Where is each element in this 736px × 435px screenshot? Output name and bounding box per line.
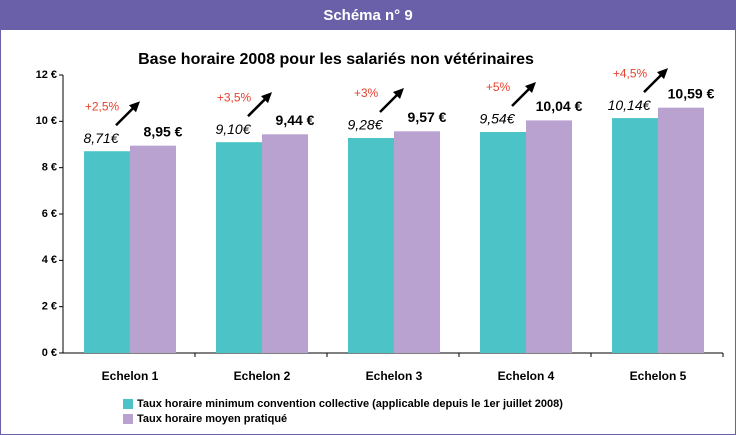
- header-bar: [0, 0, 736, 30]
- arrow-line: [511, 87, 531, 107]
- y-tick-label: 4 €: [42, 254, 57, 266]
- value-label: 9,10€: [215, 121, 251, 137]
- legend-swatch: [123, 399, 133, 409]
- annotation: +4,5%: [613, 66, 648, 80]
- value-label: 9,28€: [347, 117, 383, 133]
- legend-label: Taux horaire moyen pratiqué: [137, 413, 287, 425]
- bar: [480, 131, 526, 353]
- arrow-head: [129, 101, 140, 113]
- arrow-line: [247, 97, 267, 118]
- x-tick-label: Echelon 4: [498, 369, 555, 383]
- arrow-line: [379, 93, 399, 113]
- arrow-head: [261, 92, 272, 104]
- bar: [394, 131, 440, 353]
- x-tick-label: Echelon 2: [234, 369, 291, 383]
- x-tick-label: Echelon 1: [102, 369, 159, 383]
- bar: [348, 138, 394, 353]
- y-tick-label: 12 €: [36, 69, 57, 81]
- arrow-head: [525, 81, 536, 93]
- header: Schéma n° 9: [323, 7, 412, 24]
- arrow-head: [657, 68, 668, 80]
- bar: [658, 107, 704, 353]
- bar: [84, 151, 130, 353]
- arrow-line: [643, 73, 663, 93]
- bar: [130, 145, 176, 353]
- value-label: 9,57 €: [408, 109, 447, 125]
- value-label: 10,59 €: [668, 85, 715, 101]
- bar: [262, 134, 308, 353]
- annotation: +3%: [354, 86, 379, 100]
- arrow-head: [393, 88, 404, 100]
- chart-title: Base horaire 2008 pour les salariés non …: [138, 51, 534, 68]
- annotation: +3,5%: [217, 90, 252, 104]
- legend-swatch: [123, 414, 133, 424]
- annotation: +2,5%: [85, 99, 120, 113]
- y-tick-label: 8 €: [42, 162, 57, 174]
- value-label: 8,71€: [83, 130, 119, 146]
- value-label: 9,44 €: [276, 112, 315, 128]
- y-tick-label: 10 €: [36, 115, 57, 127]
- arrow-line: [115, 106, 135, 127]
- x-tick-label: Echelon 3: [366, 369, 423, 383]
- y-tick-label: 0 €: [42, 347, 57, 359]
- value-label: 10,14€: [608, 97, 652, 113]
- value-label: 8,95 €: [144, 123, 183, 139]
- y-tick-label: 6 €: [42, 208, 57, 220]
- bar: [612, 118, 658, 353]
- bar: [216, 142, 262, 353]
- bar: [526, 120, 572, 353]
- legend-label: Taux horaire minimum convention collecti…: [137, 398, 563, 410]
- x-tick-label: Echelon 5: [630, 369, 687, 383]
- annotation: +5%: [486, 80, 511, 94]
- value-label: 9,54€: [479, 111, 515, 127]
- y-tick-label: 2 €: [42, 301, 57, 313]
- value-label: 10,04 €: [536, 98, 583, 114]
